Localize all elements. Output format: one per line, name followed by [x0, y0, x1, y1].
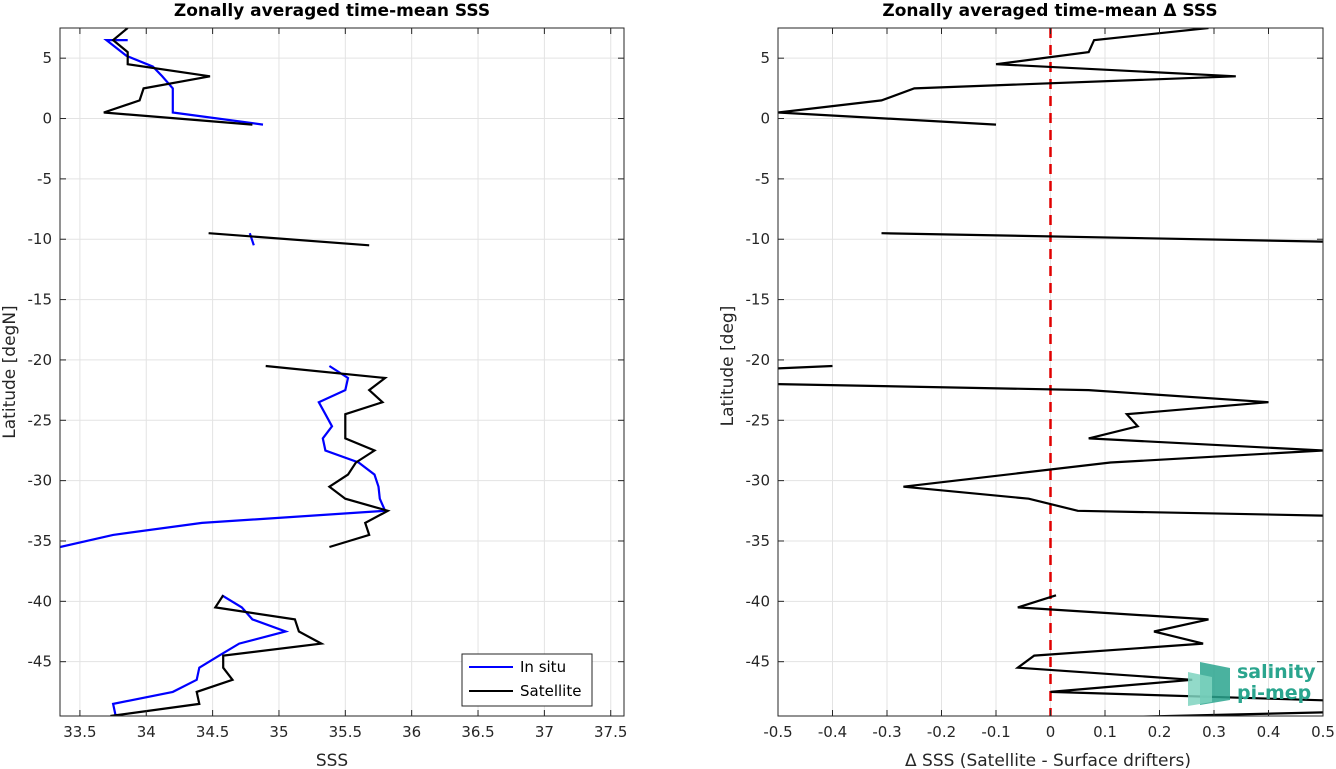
xtick-label: 36	[402, 723, 421, 741]
ylabel-left: Latitude [degN]	[0, 305, 20, 438]
xtick-label: -0.5	[763, 723, 792, 741]
series-line-in-situ	[103, 38, 264, 126]
xtick-label: -0.1	[981, 723, 1010, 741]
series-line-delta-sss	[778, 383, 1323, 517]
xlabel-right: Δ SSS (Satellite - Surface drifters)	[905, 751, 1191, 769]
xtick-label: 35.5	[329, 723, 362, 741]
series-line-satellite	[103, 28, 253, 126]
xtick-label: 0.2	[1148, 723, 1172, 741]
series-line-satellite	[265, 364, 391, 549]
xtick-label: -0.4	[818, 723, 847, 741]
series-line-delta-sss	[778, 28, 1236, 126]
ytick-label: 0	[42, 110, 52, 128]
legend: In situ Satellite	[461, 653, 593, 707]
ylabel-right: Latitude [deg]	[718, 306, 738, 427]
xtick-label: 0.1	[1093, 723, 1117, 741]
xtick-label: 0	[1046, 723, 1056, 741]
series-line-delta-sss	[881, 232, 1323, 243]
ytick-label: -25	[746, 411, 771, 429]
xtick-label: 36.5	[461, 723, 494, 741]
series-line-in-situ	[248, 232, 255, 246]
series-line-delta-sss	[1122, 711, 1323, 716]
ytick-label: -30	[28, 472, 53, 490]
xtick-label: 34	[137, 723, 156, 741]
ytick-label: -25	[28, 411, 53, 429]
series-right	[778, 28, 1323, 716]
logo-text-salinity: salinity	[1237, 661, 1316, 683]
ytick-label: -5	[755, 170, 770, 188]
xtick-label: 35	[269, 723, 288, 741]
series-line-delta-sss	[778, 364, 833, 370]
xtick-label: 33.5	[63, 723, 96, 741]
series-line-delta-sss	[1014, 594, 1323, 702]
legend-label-in-situ: In situ	[520, 658, 566, 676]
ytick-label: 5	[42, 49, 52, 67]
axes-frame-left	[59, 27, 625, 717]
series-line-in-situ	[60, 365, 387, 549]
ticks-left: 33.5 34 34.5 35 35.5 36 36.5 37 37.5 5 0 -5 -10 -15 -2…	[28, 28, 627, 741]
xtick-label: 0.3	[1202, 723, 1226, 741]
series-left	[60, 28, 391, 716]
legend-box	[461, 653, 593, 707]
ytick-label: -45	[746, 653, 771, 671]
ticks-right: -0.5 -0.4 -0.3 -0.2 -0.1 0 0.1 0.2 0.3 0.4 0.5 5 0 -5…	[746, 28, 1335, 741]
series-line-in-situ	[111, 594, 290, 716]
xtick-label: 37	[535, 723, 554, 741]
ytick-label: 0	[760, 110, 770, 128]
xtick-label: 34.5	[196, 723, 229, 741]
panel-delta-sss: -0.5 -0.4 -0.3 -0.2 -0.1 0 0.1 0.2 0.3 0.4 0.5 5 0 -5…	[718, 1, 1335, 769]
ytick-label: -15	[28, 291, 53, 309]
salinity-pimep-logo: salinity pi-mep	[1188, 661, 1316, 706]
logo-text-pimep: pi-mep	[1237, 682, 1311, 704]
xlabel-left: SSS	[316, 751, 348, 769]
ytick-label: -10	[28, 230, 53, 248]
ytick-label: -45	[28, 653, 53, 671]
ytick-label: -20	[746, 351, 771, 369]
xtick-label: 37.5	[594, 723, 627, 741]
ytick-label: -15	[746, 291, 771, 309]
ytick-label: 5	[760, 49, 770, 67]
xtick-label: -0.2	[927, 723, 956, 741]
ytick-label: -35	[746, 532, 771, 550]
ytick-label: -10	[746, 230, 771, 248]
ytick-label: -20	[28, 351, 53, 369]
ytick-label: -5	[37, 170, 52, 188]
series-line-satellite	[208, 232, 370, 247]
logo-glyph-back-icon	[1188, 672, 1212, 706]
xtick-label: 0.4	[1257, 723, 1281, 741]
ytick-label: -40	[746, 592, 771, 610]
title-right: Zonally averaged time-mean Δ SSS	[882, 1, 1217, 21]
ytick-label: -35	[28, 532, 53, 550]
grid-left	[60, 28, 624, 716]
legend-label-satellite: Satellite	[520, 682, 581, 700]
ytick-label: -40	[28, 592, 53, 610]
panel-sss: 33.5 34 34.5 35 35.5 36 36.5 37 37.5 5 0 -5 -10 -15 -2…	[0, 1, 627, 769]
xtick-label: 0.5	[1311, 723, 1335, 741]
title-left: Zonally averaged time-mean SSS	[174, 1, 490, 21]
ytick-label: -30	[746, 472, 771, 490]
xtick-label: -0.3	[872, 723, 901, 741]
series-line-satellite	[110, 594, 325, 716]
